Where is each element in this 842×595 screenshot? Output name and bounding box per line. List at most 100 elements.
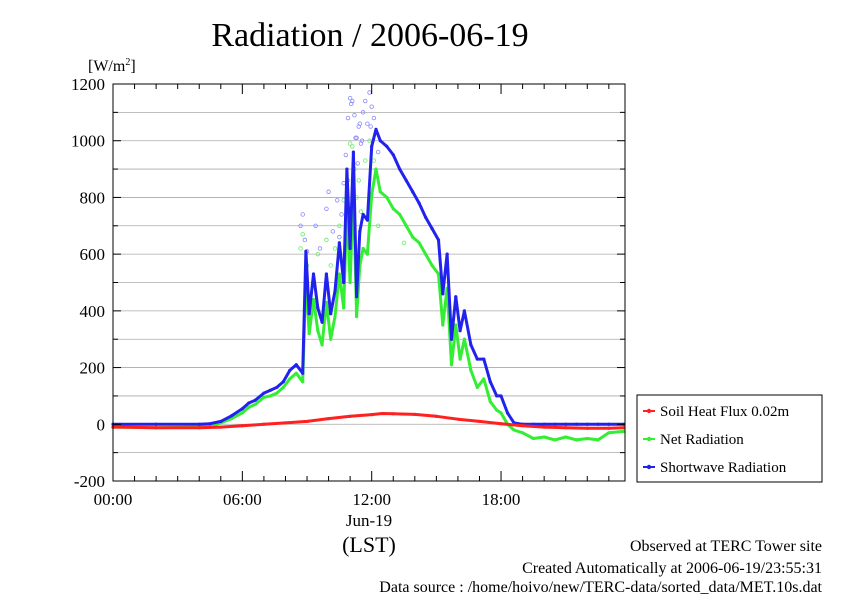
series-point: [482, 377, 486, 381]
series-point: [305, 419, 309, 424]
legend-marker: [646, 464, 652, 470]
series-point: [307, 312, 311, 316]
series-point: [430, 227, 434, 231]
series-point: [585, 426, 589, 430]
x-tick-label: 18:00: [482, 490, 521, 509]
y-tick-label: 200: [80, 359, 106, 378]
legend-items: Soil Heat Flux 0.02m Net Radiation Shortwa…: [643, 404, 790, 476]
series-point: [607, 422, 611, 426]
series-point: [324, 300, 329, 304]
y-tick-label: 400: [80, 302, 106, 321]
series-point: [316, 306, 320, 310]
series-point: [436, 272, 441, 276]
series-point: [398, 167, 402, 171]
series-point: [378, 190, 382, 194]
series-point: [380, 411, 385, 416]
series-point: [564, 422, 568, 426]
series-point: [320, 320, 324, 324]
scatter-point: [357, 121, 363, 126]
y-axis-unit-exponent: 2: [125, 57, 130, 68]
scatter-point: [345, 115, 351, 121]
series-point: [154, 426, 158, 430]
series-point: [574, 438, 579, 442]
scatter-point: [300, 232, 305, 237]
series-point: [404, 178, 408, 183]
series-point: [441, 323, 445, 327]
series-point: [307, 331, 311, 336]
series-point: [436, 238, 441, 242]
scatter-point: [317, 246, 323, 251]
series-point: [294, 363, 298, 367]
y-axis-unit-text: [W/m: [88, 58, 126, 75]
series-point: [521, 431, 525, 435]
grid-lines: [113, 83, 625, 482]
x-tick-label: 00:00: [94, 490, 133, 509]
scatter-point: [363, 98, 368, 104]
series-point: [475, 385, 479, 390]
legend-marker: [646, 408, 652, 414]
series-point: [281, 380, 285, 384]
series-point: [596, 422, 600, 426]
series-point: [337, 241, 341, 245]
scatter-point: [341, 181, 346, 186]
series-point: [398, 212, 402, 217]
series-point: [247, 401, 251, 405]
series-point: [329, 337, 333, 341]
legend-box: [636, 394, 823, 483]
series-point: [454, 323, 458, 327]
y-tick-label: -200: [74, 472, 105, 491]
series-point: [253, 402, 257, 407]
axes: -200 0 200 400 600 800 1000 1200 00:00 06:00 12:00…: [71, 75, 625, 509]
series-point: [345, 167, 349, 171]
series-point: [445, 252, 449, 256]
scatter-point: [347, 95, 353, 101]
series-layer: [111, 90, 626, 442]
series-point: [521, 424, 525, 428]
series-point: [219, 425, 223, 429]
series-point: [365, 252, 369, 256]
series-point: [475, 357, 479, 361]
scatter-point: [401, 240, 407, 245]
series-point: [434, 414, 438, 418]
scatter-point: [347, 141, 353, 146]
series-point: [477, 419, 482, 424]
series-point: [337, 272, 341, 276]
scatter-point: [371, 115, 377, 121]
series-point: [361, 246, 365, 251]
scatter-point: [298, 223, 303, 228]
scatter-point: [324, 237, 329, 243]
scatter-point: [369, 104, 374, 109]
footer-created: Created Automatically at 2006-06-19/23:5…: [522, 560, 822, 577]
series-point: [391, 153, 395, 157]
scatter-point: [356, 178, 361, 183]
series-point: [607, 426, 611, 430]
series-point: [370, 192, 374, 197]
legend-label: Net Radiation: [660, 432, 744, 448]
series-point: [311, 297, 316, 302]
series-point: [197, 422, 201, 426]
series-point: [488, 380, 492, 384]
series-point: [499, 411, 503, 415]
series-point: [355, 295, 359, 299]
series-point: [275, 391, 279, 395]
series-point: [329, 312, 333, 316]
scatter-point: [363, 158, 368, 163]
series-point: [469, 368, 473, 373]
scatter-point: [355, 161, 360, 166]
chart-title: Radiation / 2006-06-19: [211, 17, 528, 54]
legend: Soil Heat Flux 0.02m Net Radiation Shortwa…: [636, 394, 823, 483]
series-point: [208, 422, 212, 426]
series-point: [417, 241, 421, 245]
series-point: [304, 249, 308, 253]
legend-label: Shortwave Radiation: [660, 460, 787, 476]
series-point: [301, 371, 305, 375]
scatter-point: [359, 138, 365, 143]
series-point: [495, 408, 499, 412]
scatter-point: [352, 112, 357, 118]
series-point: [585, 422, 589, 426]
scatter-point: [332, 246, 338, 251]
series-point: [574, 422, 579, 426]
series-point: [469, 343, 473, 347]
scatter-point: [302, 237, 308, 243]
